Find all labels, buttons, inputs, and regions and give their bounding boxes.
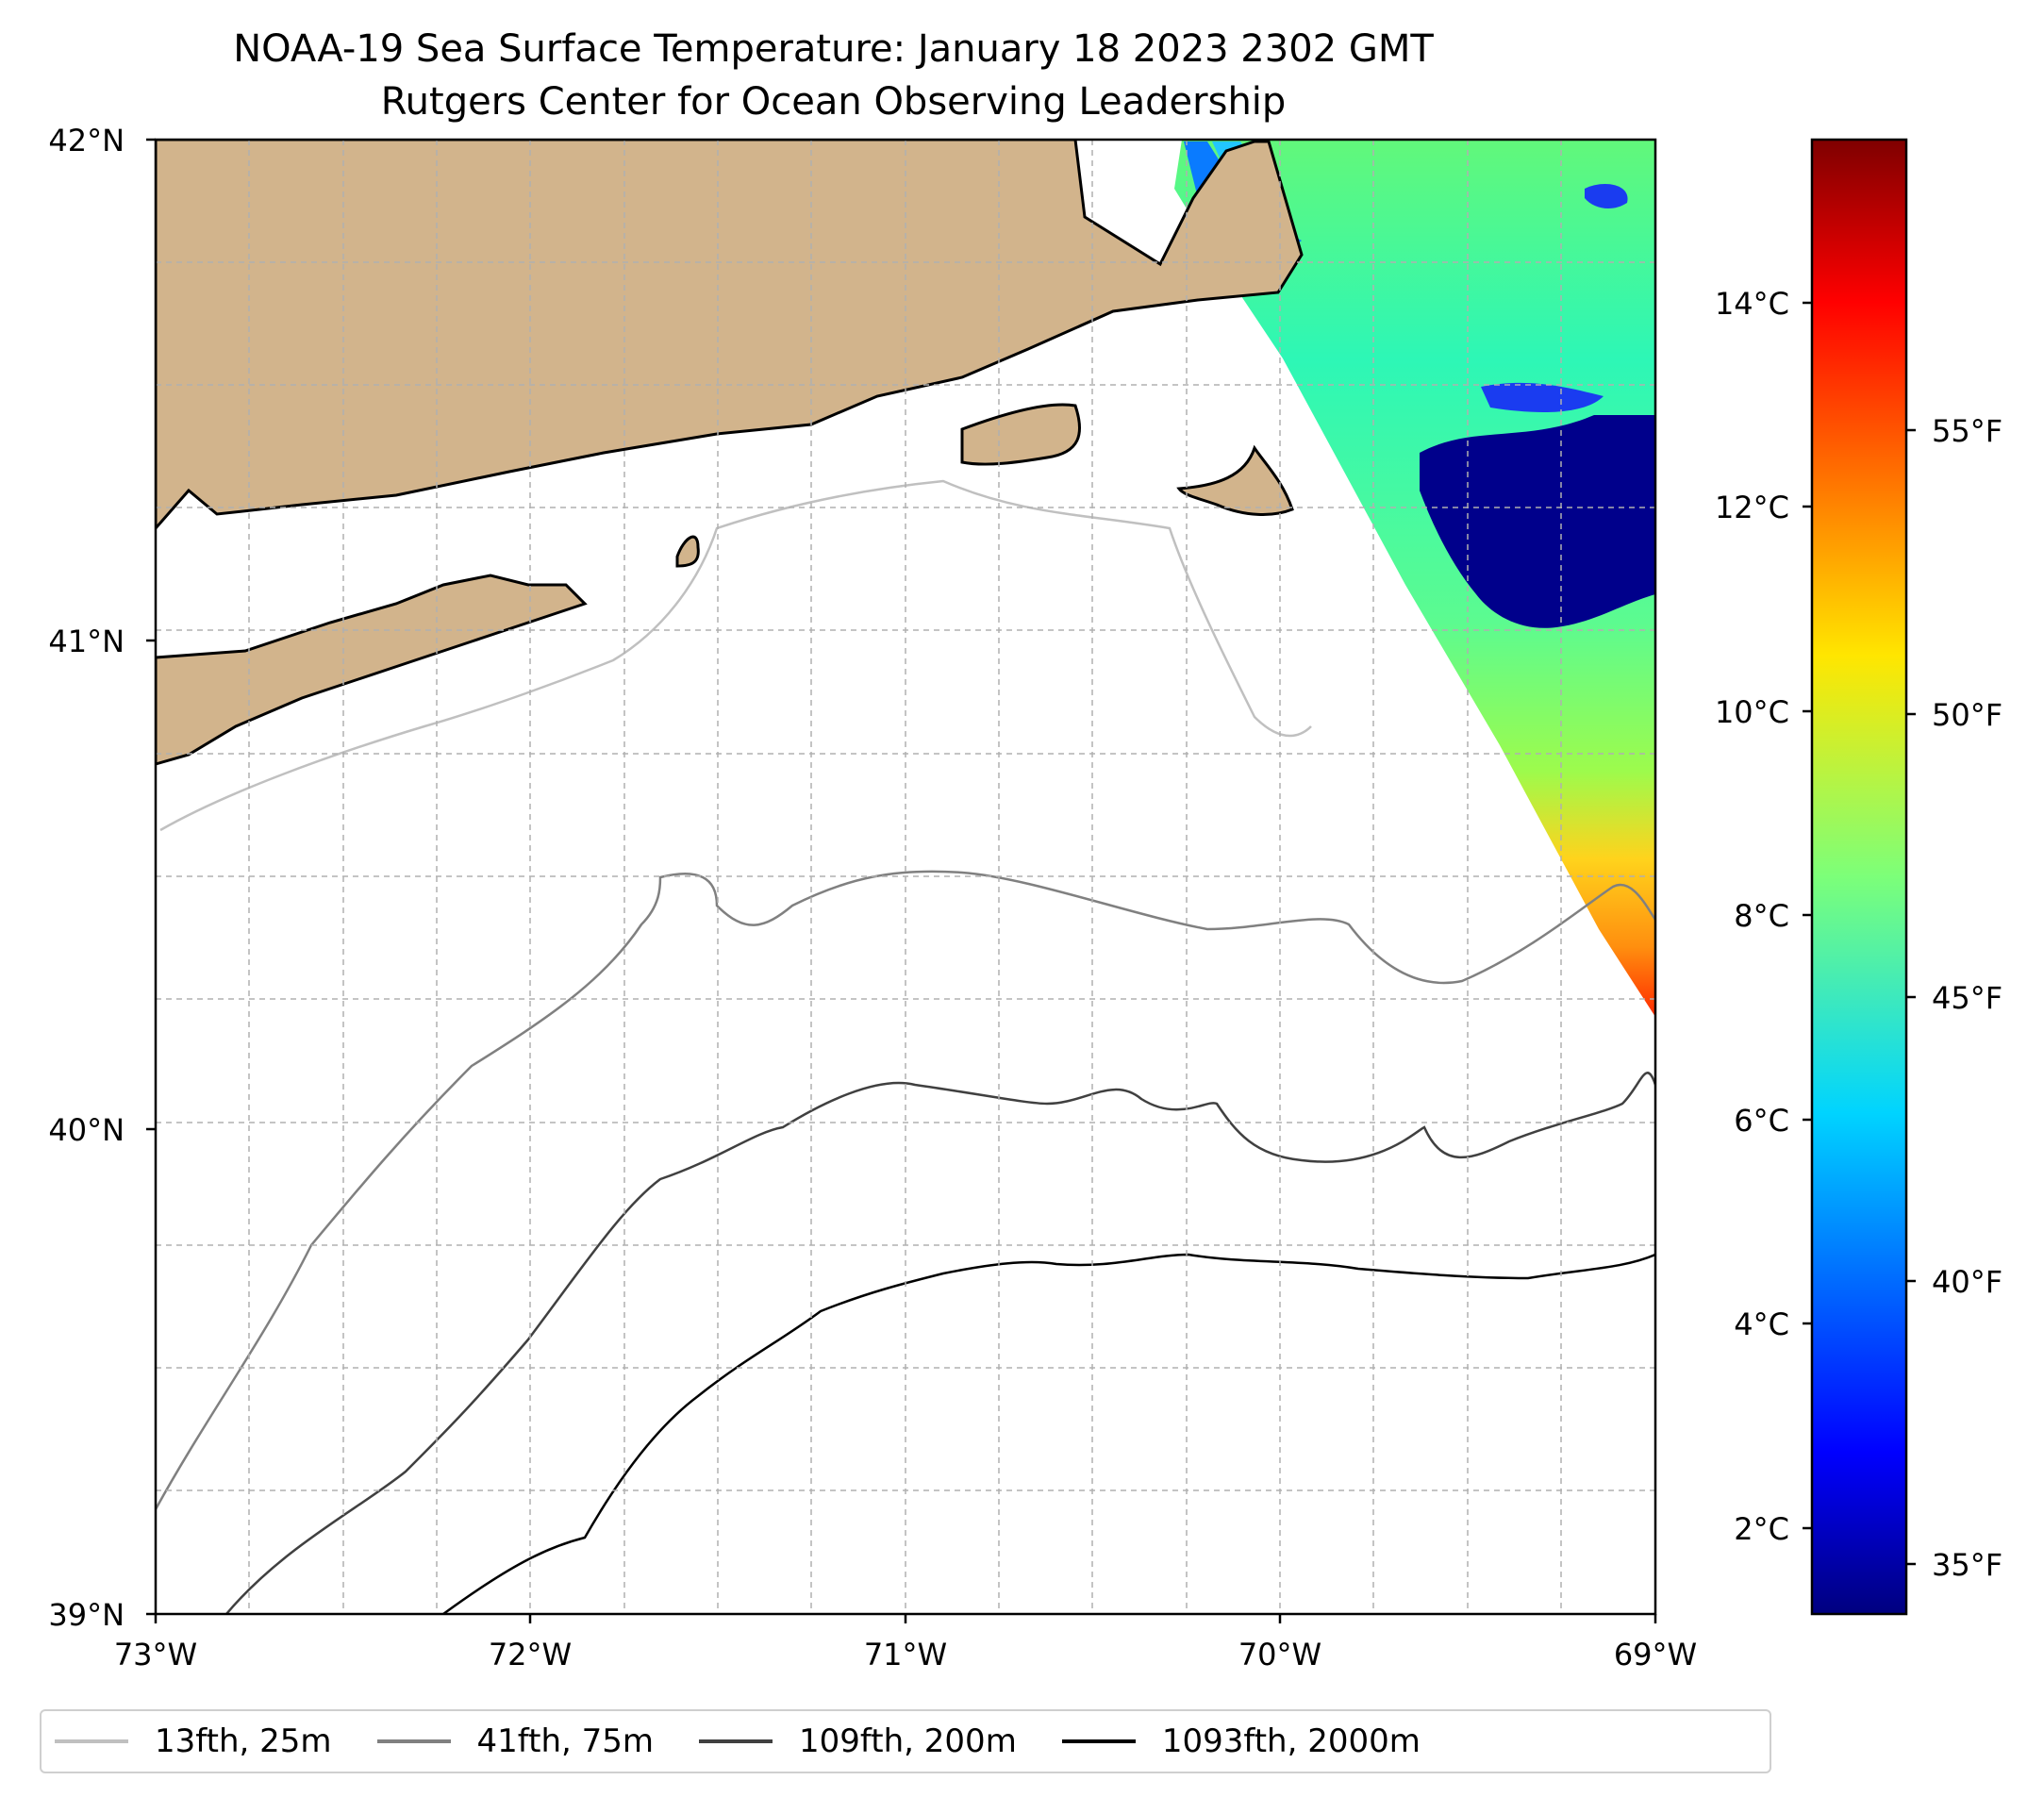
legend-label-2000m: 1093fth, 2000m: [1161, 1722, 1421, 1760]
cbar-c-4: 4°C: [1734, 1306, 1789, 1342]
cbar-c-6: 6°C: [1734, 1103, 1789, 1139]
lon-label-69: 69°W: [1614, 1637, 1697, 1672]
contour-2000m: [442, 1253, 1655, 1614]
lon-label-72: 72°W: [489, 1637, 572, 1672]
legend-swatch-200m: [699, 1739, 773, 1743]
colorbar-ticks: [1803, 301, 1916, 1566]
legend-label-75m: 41fth, 75m: [476, 1722, 655, 1760]
land: [156, 140, 1304, 766]
lat-label-40: 40°N: [48, 1112, 125, 1148]
legend-item-200m: 109fth, 200m: [699, 1722, 1017, 1760]
cbar-f-55: 55°F: [1932, 413, 2002, 449]
chart-title: NOAA-19 Sea Surface Temperature: January…: [233, 27, 1434, 71]
cbar-f-45: 45°F: [1932, 980, 2002, 1016]
land-nantucket: [1176, 444, 1294, 516]
lon-label-71: 71°W: [864, 1637, 947, 1672]
legend: 13fth, 25m 41fth, 75m 109fth, 200m 1093f…: [40, 1709, 1771, 1773]
lat-label-42: 42°N: [48, 123, 125, 158]
axis-ticks: [146, 138, 1657, 1623]
contour-25m: [159, 479, 1312, 832]
legend-item-2000m: 1093fth, 2000m: [1061, 1722, 1421, 1760]
legend-swatch-75m: [376, 1739, 451, 1743]
lat-label-39: 39°N: [48, 1597, 125, 1633]
cbar-c-2: 2°C: [1734, 1511, 1789, 1547]
lon-label-73: 73°W: [114, 1637, 197, 1672]
cbar-f-50: 50°F: [1932, 697, 2002, 733]
sst-swath: [1174, 140, 1655, 1017]
cbar-f-40: 40°F: [1932, 1264, 2002, 1300]
cbar-f-35: 35°F: [1932, 1547, 2002, 1583]
legend-label-25m: 13fth, 25m: [155, 1722, 332, 1760]
land-new-england: [156, 140, 1304, 531]
contour-200m: [225, 1072, 1655, 1614]
contour-75m: [156, 870, 1655, 1510]
colorbar: [1810, 138, 1908, 1616]
cbar-c-12: 12°C: [1715, 490, 1789, 525]
legend-label-200m: 109fth, 200m: [799, 1722, 1017, 1760]
gridlines: [156, 140, 1655, 1614]
legend-item-25m: 13fth, 25m: [55, 1722, 332, 1760]
legend-swatch-2000m: [1061, 1739, 1136, 1743]
land-block-island: [675, 535, 700, 568]
lat-label-41: 41°N: [48, 624, 125, 659]
lon-label-70: 70°W: [1238, 1637, 1321, 1672]
sst-cold-band: [1481, 382, 1604, 412]
cbar-c-10: 10°C: [1715, 694, 1789, 730]
legend-item-75m: 41fth, 75m: [376, 1722, 655, 1760]
cbar-c-14: 14°C: [1715, 286, 1789, 322]
cbar-c-8: 8°C: [1734, 898, 1789, 934]
legend-swatch-25m: [55, 1739, 128, 1743]
sst-cold-spot: [1585, 184, 1628, 209]
sst-cold-pool: [1420, 415, 1655, 628]
land-marthas-vineyard: [960, 403, 1082, 466]
chart-subtitle: Rutgers Center for Ocean Observing Leade…: [380, 80, 1287, 124]
land-long-island: [156, 574, 588, 766]
map-content: [156, 140, 1655, 1614]
